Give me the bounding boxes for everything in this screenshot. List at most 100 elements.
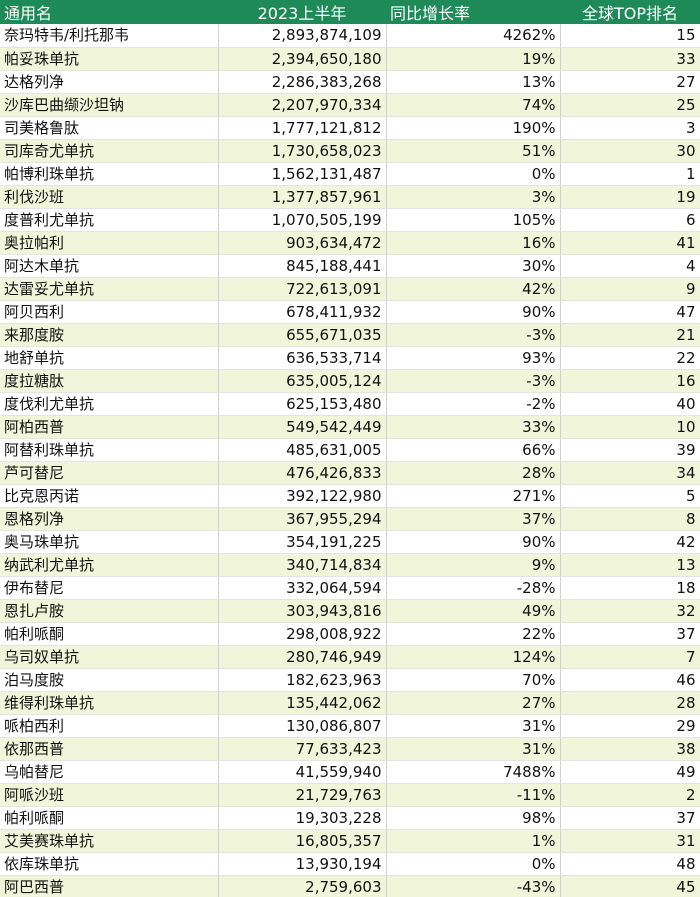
value-cell: 1,070,505,199	[218, 208, 387, 232]
value-cell: 16,805,357	[218, 829, 387, 853]
value-cell: 93%	[386, 346, 561, 370]
drug-name-cell: 地舒单抗	[0, 346, 219, 370]
drug-name-cell: 阿贝西利	[0, 300, 219, 324]
table-row: 度拉糖肽 635,005,124 -3% 16	[0, 369, 700, 393]
value-cell: 4	[560, 254, 700, 278]
value-cell: 74%	[386, 93, 561, 117]
value-cell: 49	[560, 760, 700, 784]
table-row: 利伐沙班 1,377,857,961 3% 19	[0, 185, 700, 209]
table-row: 依库珠单抗 13,930,194 0% 48	[0, 852, 700, 876]
drug-name-cell: 帕利哌酮	[0, 806, 219, 830]
value-cell: 13%	[386, 70, 561, 94]
value-cell: 28	[560, 691, 700, 715]
table-row: 乌司奴单抗 280,746,949 124% 7	[0, 645, 700, 669]
value-cell: 2,286,383,268	[218, 70, 387, 94]
value-cell: 130,086,807	[218, 714, 387, 738]
table-row: 阿达木单抗 845,188,441 30% 4	[0, 254, 700, 278]
table-row: 度普利尤单抗 1,070,505,199 105% 6	[0, 208, 700, 232]
value-cell: 280,746,949	[218, 645, 387, 669]
table-row: 艾美赛珠单抗 16,805,357 1% 31	[0, 829, 700, 853]
value-cell: 636,533,714	[218, 346, 387, 370]
table-row: 泊马度胺 182,623,963 70% 46	[0, 668, 700, 692]
value-cell: 549,542,449	[218, 415, 387, 439]
value-cell: 392,122,980	[218, 484, 387, 508]
header-cell: 同比增长率	[386, 0, 560, 24]
value-cell: 19	[560, 185, 700, 209]
value-cell: 722,613,091	[218, 277, 387, 301]
value-cell: 45	[560, 875, 700, 897]
value-cell: 90%	[386, 300, 561, 324]
value-cell: 298,008,922	[218, 622, 387, 646]
header-cell: 2023上半年	[218, 0, 386, 24]
value-cell: 2,394,650,180	[218, 47, 387, 71]
value-cell: 182,623,963	[218, 668, 387, 692]
table-row: 奥拉帕利 903,634,472 16% 41	[0, 231, 700, 255]
value-cell: -11%	[386, 783, 561, 807]
value-cell: 39	[560, 438, 700, 462]
value-cell: 476,426,833	[218, 461, 387, 485]
value-cell: 29	[560, 714, 700, 738]
table-row: 司美格鲁肽 1,777,121,812 190% 3	[0, 116, 700, 140]
value-cell: 845,188,441	[218, 254, 387, 278]
value-cell: 34	[560, 461, 700, 485]
value-cell: 28%	[386, 461, 561, 485]
value-cell: 1,562,131,487	[218, 162, 387, 186]
table-row: 恩扎卢胺 303,943,816 49% 32	[0, 599, 700, 623]
drug-name-cell: 沙库巴曲缬沙坦钠	[0, 93, 219, 117]
drug-name-cell: 司美格鲁肽	[0, 116, 219, 140]
value-cell: -28%	[386, 576, 561, 600]
value-cell: 340,714,834	[218, 553, 387, 577]
table-row: 阿柏西普 549,542,449 33% 10	[0, 415, 700, 439]
drug-name-cell: 维得利珠单抗	[0, 691, 219, 715]
drug-name-cell: 艾美赛珠单抗	[0, 829, 219, 853]
value-cell: 77,633,423	[218, 737, 387, 761]
value-cell: 2,759,603	[218, 875, 387, 897]
table-row: 比克恩丙诺 392,122,980 271% 5	[0, 484, 700, 508]
value-cell: 0%	[386, 162, 561, 186]
drug-name-cell: 依那西普	[0, 737, 219, 761]
value-cell: 2,207,970,334	[218, 93, 387, 117]
value-cell: 13,930,194	[218, 852, 387, 876]
table-header: 通用名 2023上半年 同比增长率 全球TOP排名	[0, 0, 700, 24]
drug-name-cell: 阿哌沙班	[0, 783, 219, 807]
value-cell: 135,442,062	[218, 691, 387, 715]
drug-name-cell: 泊马度胺	[0, 668, 219, 692]
drug-name-cell: 恩格列净	[0, 507, 219, 531]
drug-name-cell: 司库奇尤单抗	[0, 139, 219, 163]
drug-name-cell: 伊布替尼	[0, 576, 219, 600]
value-cell: 9	[560, 277, 700, 301]
value-cell: 8	[560, 507, 700, 531]
value-cell: 41	[560, 231, 700, 255]
value-cell: 22	[560, 346, 700, 370]
table-row: 司库奇尤单抗 1,730,658,023 51% 30	[0, 139, 700, 163]
value-cell: 41,559,940	[218, 760, 387, 784]
value-cell: 7488%	[386, 760, 561, 784]
drug-name-cell: 帕博利珠单抗	[0, 162, 219, 186]
value-cell: 1%	[386, 829, 561, 853]
table-row: 阿巴西普 2,759,603 -43% 45	[0, 875, 700, 897]
table-row: 恩格列净 367,955,294 37% 8	[0, 507, 700, 531]
table-body: 奈玛特韦/利托那韦 2,893,874,109 4262% 15 帕妥珠单抗 2,394,…	[0, 24, 700, 897]
value-cell: 16%	[386, 231, 561, 255]
value-cell: 19%	[386, 47, 561, 71]
drug-name-cell: 依库珠单抗	[0, 852, 219, 876]
drug-name-cell: 达雷妥尤单抗	[0, 277, 219, 301]
value-cell: 19,303,228	[218, 806, 387, 830]
drug-name-cell: 阿巴西普	[0, 875, 219, 897]
header-cell: 通用名	[0, 0, 218, 24]
value-cell: 33%	[386, 415, 561, 439]
value-cell: 9%	[386, 553, 561, 577]
drug-name-cell: 阿柏西普	[0, 415, 219, 439]
value-cell: 16	[560, 369, 700, 393]
value-cell: 332,064,594	[218, 576, 387, 600]
value-cell: 31%	[386, 714, 561, 738]
table-row: 奈玛特韦/利托那韦 2,893,874,109 4262% 15	[0, 24, 700, 48]
value-cell: 38	[560, 737, 700, 761]
table-row: 纳武利尤单抗 340,714,834 9% 13	[0, 553, 700, 577]
value-cell: 66%	[386, 438, 561, 462]
value-cell: 303,943,816	[218, 599, 387, 623]
value-cell: 33	[560, 47, 700, 71]
value-cell: 0%	[386, 852, 561, 876]
table-row: 达格列净 2,286,383,268 13% 27	[0, 70, 700, 94]
